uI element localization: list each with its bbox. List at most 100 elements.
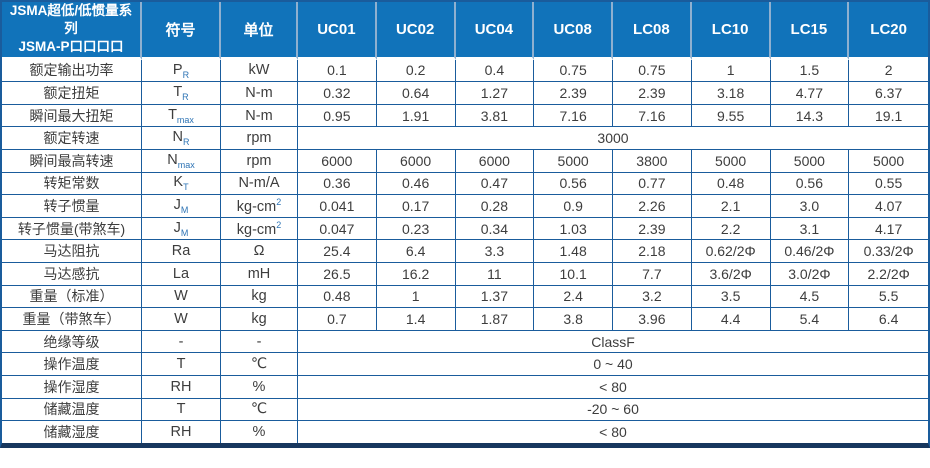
unit-cell: N-m	[221, 82, 298, 105]
value-cell: 6000	[298, 150, 377, 173]
value-cell: 0.47	[455, 172, 535, 196]
unit-cell: rpm	[221, 150, 298, 173]
spec-row: 额定扭矩 TR N-m 0.32 0.64 1.27 2.39 2.39 3.18 4.77 6.3…	[2, 82, 928, 105]
row-label: 操作湿度	[2, 375, 142, 399]
unit-text: N-m	[245, 107, 273, 124]
spec-row: 转矩常数 KT N-m/A 0.36 0.46 0.47 0.56 0.77 0.48 0.56 0…	[2, 172, 928, 196]
symbol-cell: RH	[142, 375, 221, 399]
column-header-model-lc08: LC08	[613, 2, 692, 60]
symbol-cell: T	[142, 398, 221, 422]
value-cell: 1.37	[455, 285, 535, 309]
value-cell: 0.36	[298, 172, 377, 196]
value-cell: 0.56	[770, 172, 850, 196]
spec-row: 储藏湿度 RH% < 80	[2, 421, 928, 443]
unit-cell: ℃	[221, 353, 298, 376]
spec-row: 额定转速 NR rpm 3000	[2, 127, 928, 151]
value-cell: 7.16	[534, 104, 613, 128]
merged-value-cell: -20 ~ 60	[298, 398, 928, 422]
column-header-model-uc04: UC04	[455, 2, 535, 60]
row-label: 瞬间最大扭矩	[2, 104, 142, 128]
value-cell: 4.77	[770, 82, 850, 105]
symbol-subscript: R	[182, 69, 190, 80]
value-cell: 3.3	[455, 240, 535, 263]
row-label: 绝缘等级	[2, 330, 142, 354]
title-line-1: JSMA超低/低惯量系列	[9, 3, 133, 37]
value-cell: 5.4	[770, 308, 850, 331]
spec-row: 转子惯量 JM kg-cm2 0.041 0.17 0.28 0.9 2.26 2.1 3.0 4.…	[2, 195, 928, 218]
value-cell: 6.4	[849, 308, 928, 331]
header-row: JSMA超低/低惯量系列 JSMA-P口口口口 符号 单位 UC01 UC02 UC04 UC…	[2, 2, 928, 60]
symbol-cell: PR	[142, 59, 221, 83]
symbol-cell: NR	[142, 127, 221, 151]
symbol-text: La	[172, 265, 190, 282]
symbol-text: W	[174, 288, 188, 305]
value-cell: 0.041	[298, 195, 377, 218]
unit-text: %	[252, 378, 266, 395]
value-cell: 1.87	[455, 308, 535, 331]
unit-superscript: 2	[276, 197, 282, 208]
value-cell: 3.6/2Φ	[691, 263, 771, 286]
symbol-text: P	[172, 61, 183, 78]
column-header-model-uc08: UC08	[534, 2, 613, 60]
symbol-subscript: max	[176, 114, 194, 125]
value-cell: 5000	[534, 150, 613, 173]
column-header-model-lc10: LC10	[691, 2, 771, 60]
value-cell: 6.4	[376, 240, 456, 263]
column-header-model-uc02: UC02	[376, 2, 456, 60]
value-cell: 2.4	[534, 285, 613, 309]
symbol-text: K	[173, 174, 184, 191]
value-cell: 3.2	[613, 285, 692, 309]
row-label: 马达感抗	[2, 263, 142, 286]
value-cell: 4.5	[770, 285, 850, 309]
value-cell: 3.81	[455, 104, 535, 128]
unit-text: kg-cm	[236, 198, 277, 215]
value-cell: 2.26	[613, 195, 692, 218]
symbol-text: T	[176, 356, 186, 373]
unit-cell: kg	[221, 285, 298, 309]
symbol-subscript: T	[183, 182, 189, 193]
symbol-cell: RH	[142, 421, 221, 443]
symbol-cell: TR	[142, 82, 221, 105]
value-cell: 6000	[376, 150, 456, 173]
value-cell: 25.4	[298, 240, 377, 263]
value-cell: 0.7	[298, 308, 377, 331]
unit-cell: N-m	[221, 104, 298, 128]
column-header-unit: 单位	[221, 2, 298, 60]
value-cell: 0.62/2Φ	[691, 240, 771, 263]
symbol-cell: La	[142, 263, 221, 286]
value-cell: 4.4	[691, 308, 771, 331]
symbol-text: W	[174, 310, 188, 327]
unit-text: N-m/A	[238, 175, 280, 192]
symbol-text: J	[173, 197, 181, 214]
row-label: 重量（带煞车）	[2, 308, 142, 331]
value-cell: 0.28	[455, 195, 535, 218]
value-cell: 16.2	[376, 263, 456, 286]
column-header-model-lc20: LC20	[849, 2, 928, 60]
value-cell: 5000	[770, 150, 850, 173]
row-label: 额定扭矩	[2, 82, 142, 105]
value-cell: 1.48	[534, 240, 613, 263]
spec-row: 绝缘等级 - - ClassF	[2, 330, 928, 354]
value-cell: 0.4	[455, 59, 535, 83]
column-header-symbol: 符号	[142, 2, 221, 60]
value-cell: 3.0	[770, 195, 850, 218]
value-cell: 2.2	[691, 217, 771, 241]
merged-value-cell: 3000	[298, 127, 928, 151]
value-cell: 0.55	[849, 172, 928, 196]
unit-text: kg-cm	[236, 221, 277, 238]
value-cell: 1.4	[376, 308, 456, 331]
value-cell: 0.77	[613, 172, 692, 196]
spec-row: 瞬间最高转速 Nmax rpm 6000 6000 6000 5000 3800 5000 500…	[2, 150, 928, 173]
value-cell: 0.48	[298, 285, 377, 309]
value-cell: 0.2	[376, 59, 456, 83]
symbol-subscript: M	[180, 204, 189, 215]
value-cell: 1.91	[376, 104, 456, 128]
value-cell: 0.33/2Φ	[849, 240, 928, 263]
row-label: 额定输出功率	[2, 59, 142, 83]
row-label: 转矩常数	[2, 172, 142, 196]
row-label: 瞬间最高转速	[2, 150, 142, 173]
value-cell: 2	[849, 59, 928, 83]
